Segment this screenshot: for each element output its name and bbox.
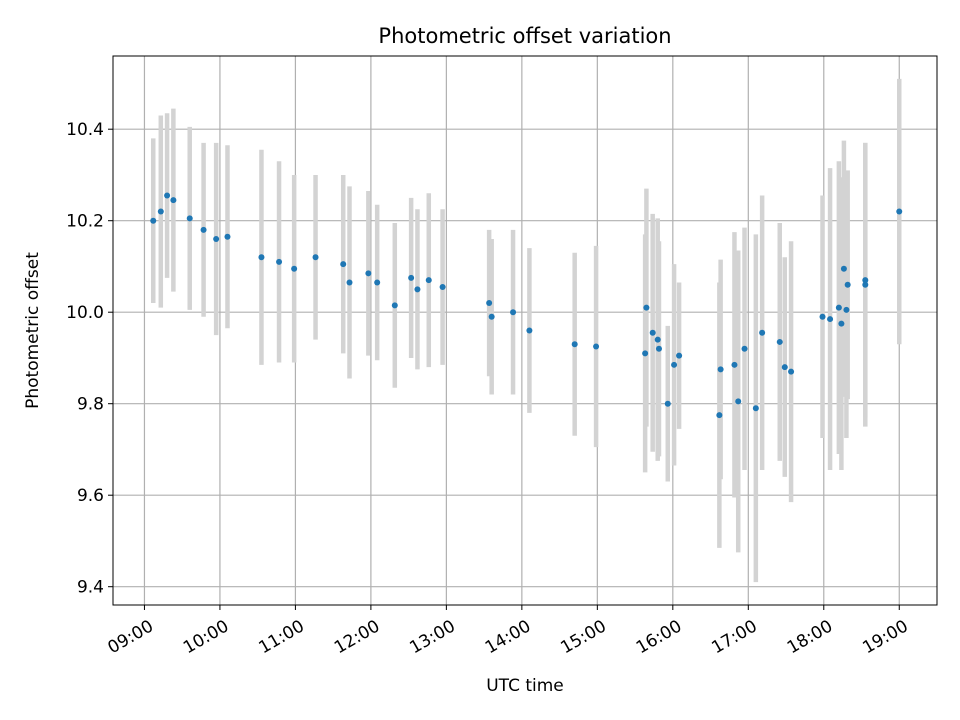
data-point [408, 274, 415, 281]
data-point [664, 400, 671, 407]
x-tick-label: 18:00 [784, 616, 836, 658]
data-point [717, 366, 724, 373]
data-point [346, 279, 353, 286]
data-point [671, 361, 678, 368]
data-point [414, 286, 421, 293]
x-tick-label: 13:00 [406, 616, 458, 658]
x-tick-label: 15:00 [557, 616, 609, 658]
data-point [862, 281, 869, 288]
data-point [276, 258, 283, 265]
data-point [186, 215, 193, 222]
y-tick-label: 9.4 [77, 578, 104, 598]
data-point [788, 368, 795, 375]
y-tick-label: 9.6 [77, 486, 104, 506]
x-tick-label: 19:00 [859, 616, 911, 658]
data-point [838, 320, 845, 327]
data-point [439, 284, 446, 291]
data-point [510, 309, 517, 316]
data-point [835, 304, 842, 311]
x-tick-label: 09:00 [105, 616, 157, 658]
data-point [258, 254, 265, 261]
data-point [374, 279, 381, 286]
data-point [649, 329, 656, 336]
data-point [781, 364, 788, 371]
data-point [752, 405, 759, 412]
data-point [164, 192, 171, 199]
data-point [731, 361, 738, 368]
chart-title: Photometric offset variation [378, 24, 671, 48]
data-point [291, 265, 298, 272]
x-tick-label: 11:00 [255, 616, 307, 658]
data-point [735, 398, 742, 405]
data-point [716, 412, 723, 419]
data-point [150, 217, 157, 224]
data-point [391, 302, 398, 309]
data-point [827, 316, 834, 323]
data-point [654, 336, 661, 343]
data-point [170, 197, 177, 204]
data-point [642, 350, 649, 357]
data-point [741, 345, 748, 352]
data-point [312, 254, 319, 261]
data-point [759, 329, 766, 336]
data-point [224, 233, 231, 240]
x-tick-label: 10:00 [180, 616, 232, 658]
data-point [425, 277, 432, 284]
y-axis-label: Photometric offset [23, 252, 43, 409]
data-point [819, 313, 826, 320]
data-point [676, 352, 683, 359]
grid-lines [113, 56, 937, 605]
x-tick-label: 12:00 [331, 616, 383, 658]
data-point [655, 345, 662, 352]
data-point [571, 341, 578, 348]
data-point [896, 208, 903, 215]
y-tick-label: 10.4 [66, 120, 104, 140]
y-tick-label: 10.0 [66, 303, 104, 323]
y-tick-label: 10.2 [66, 212, 104, 232]
data-point [843, 306, 850, 313]
y-tick-label: 9.8 [77, 395, 104, 415]
data-point [593, 343, 600, 350]
data-point [365, 270, 372, 277]
data-point [488, 313, 495, 320]
data-point [340, 261, 347, 268]
data-point [840, 265, 847, 272]
x-axis-label: UTC time [486, 676, 564, 696]
data-point [643, 304, 650, 311]
error-bars [151, 78, 902, 583]
data-point [844, 281, 851, 288]
x-tick-label: 17:00 [708, 616, 760, 658]
data-point [486, 300, 493, 307]
data-point [862, 277, 869, 284]
data-point [213, 236, 220, 242]
plot-frame [112, 55, 938, 606]
data-point [526, 327, 533, 334]
data-points [150, 192, 903, 419]
x-tick-label: 14:00 [482, 616, 534, 658]
data-point [157, 208, 164, 215]
x-tick-label: 16:00 [633, 616, 685, 658]
data-point [776, 338, 783, 345]
data-point [200, 226, 207, 233]
